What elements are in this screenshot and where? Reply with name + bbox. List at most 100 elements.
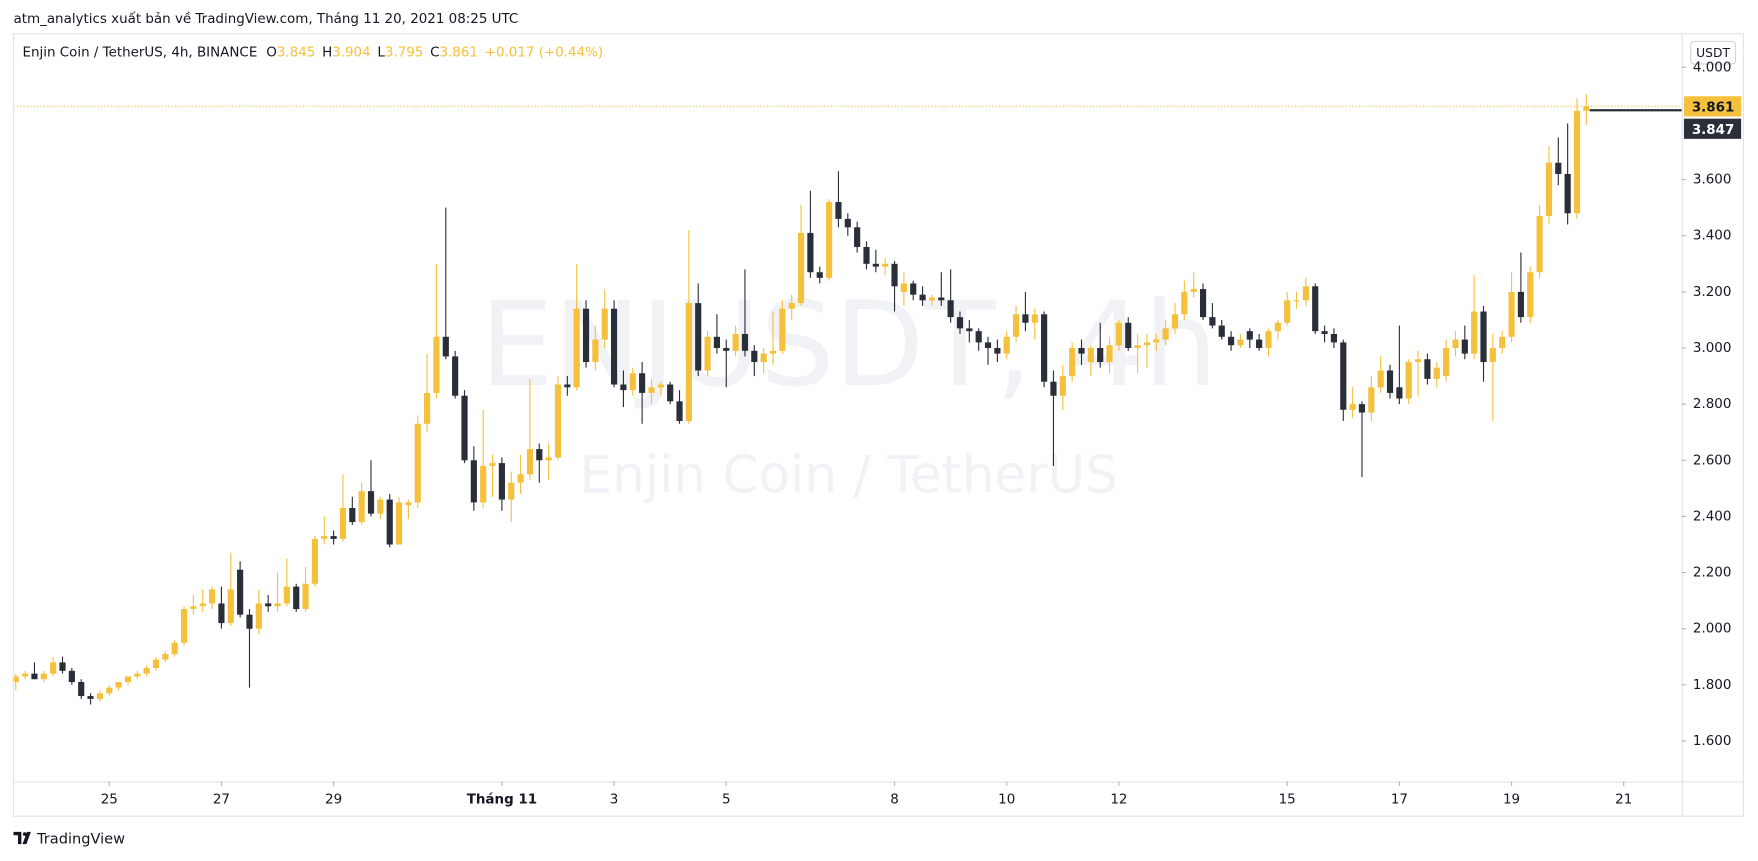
candle-body bbox=[872, 263, 879, 267]
candle-body bbox=[975, 331, 982, 343]
y-tick-label: 1.800 bbox=[1693, 678, 1731, 693]
candle-body bbox=[564, 384, 571, 388]
candle-body bbox=[1499, 336, 1506, 349]
candle-body bbox=[592, 339, 599, 363]
candle-body bbox=[1237, 339, 1244, 346]
candle-body bbox=[826, 202, 833, 278]
candle-body bbox=[1274, 322, 1281, 332]
candle-body bbox=[545, 457, 552, 461]
x-tick-label: 25 bbox=[101, 792, 118, 807]
footer-logo: TradingView bbox=[13, 831, 125, 848]
candle-body bbox=[1330, 333, 1338, 343]
candle-body bbox=[152, 659, 160, 669]
candle-body bbox=[96, 693, 103, 699]
legend-ohlc-value: 3.795 bbox=[385, 46, 423, 61]
candle-body bbox=[1349, 404, 1356, 410]
candle-body bbox=[1424, 359, 1431, 379]
candle-body bbox=[302, 583, 309, 610]
candle-body bbox=[994, 348, 1001, 354]
watermark-name: Enjin Coin / TetherUS bbox=[580, 446, 1118, 506]
candle-body bbox=[498, 463, 505, 500]
candle-body bbox=[330, 536, 337, 539]
candle-body bbox=[1583, 106, 1590, 111]
legend-ohlc-key: H bbox=[322, 46, 332, 61]
candle-body bbox=[1031, 314, 1038, 323]
price-line-label: 3.847 bbox=[1692, 123, 1735, 138]
y-tick-label: 3.000 bbox=[1693, 341, 1731, 356]
candle-body bbox=[1106, 345, 1113, 363]
candle-body bbox=[1433, 367, 1440, 379]
y-tick-label: 2.400 bbox=[1693, 509, 1731, 524]
candle-body bbox=[854, 227, 861, 247]
y-tick-label: 3.200 bbox=[1693, 285, 1731, 300]
candle-body bbox=[816, 272, 823, 278]
candle-body bbox=[489, 463, 496, 466]
candle-body bbox=[395, 502, 403, 545]
candle-body bbox=[452, 356, 459, 396]
x-tick-label: 5 bbox=[722, 792, 731, 807]
candle-body bbox=[180, 609, 188, 643]
legend-change: +0.017 (+0.44%) bbox=[485, 46, 603, 61]
candle-body bbox=[844, 218, 851, 228]
candle-body bbox=[31, 673, 38, 680]
candle-body bbox=[22, 673, 29, 677]
last-price-label: 3.861 bbox=[1692, 100, 1735, 115]
candle-body bbox=[1302, 286, 1309, 301]
candle-body bbox=[405, 502, 412, 506]
y-tick-label: 2.600 bbox=[1693, 453, 1731, 468]
candle-body bbox=[1414, 359, 1422, 363]
candle-body bbox=[1078, 348, 1085, 354]
candle-body bbox=[751, 350, 758, 363]
candle-body bbox=[1293, 300, 1300, 302]
candle-body bbox=[667, 384, 674, 402]
candle-body bbox=[657, 384, 664, 388]
currency-label[interactable]: USDT bbox=[1696, 46, 1730, 60]
y-tick-label: 2.200 bbox=[1693, 566, 1731, 581]
candle-body bbox=[134, 673, 141, 677]
candle-body bbox=[1536, 216, 1543, 273]
legend-line: Enjin Coin / TetherUS, 4h, BINANCE O3.845… bbox=[22, 46, 603, 61]
candle-body bbox=[601, 308, 608, 340]
candle-body bbox=[629, 373, 636, 391]
candle-body bbox=[639, 373, 646, 393]
legend-ohlc-value: 3.861 bbox=[439, 46, 477, 61]
y-tick-label: 2.000 bbox=[1693, 622, 1731, 637]
candle-body bbox=[797, 232, 805, 304]
candle-body bbox=[424, 392, 431, 424]
candle-body bbox=[863, 246, 870, 264]
candle-body bbox=[1012, 314, 1020, 337]
candle-body bbox=[1284, 300, 1291, 323]
candle-body bbox=[265, 603, 272, 607]
candle-body bbox=[713, 336, 720, 349]
candle-body bbox=[377, 499, 384, 514]
candle-body bbox=[1405, 362, 1412, 399]
candle-body bbox=[648, 387, 655, 393]
candle-body bbox=[1461, 339, 1468, 354]
candle-body bbox=[938, 297, 945, 301]
candle-body bbox=[554, 384, 562, 458]
candle-body bbox=[788, 303, 795, 309]
candle-body bbox=[573, 308, 580, 388]
candle-body bbox=[1069, 348, 1076, 377]
candle-body bbox=[227, 589, 234, 624]
last-price-tag bbox=[1683, 96, 1742, 117]
frame bbox=[12, 33, 1744, 817]
candle-body bbox=[1396, 387, 1403, 399]
candle-body bbox=[526, 449, 534, 475]
y-tick-label: 3.400 bbox=[1693, 229, 1731, 244]
candle-body bbox=[208, 589, 216, 604]
x-tick-label: Tháng 11 bbox=[467, 791, 537, 807]
candle-body bbox=[1134, 345, 1141, 349]
currency-button[interactable] bbox=[1690, 40, 1737, 65]
candle-body bbox=[741, 333, 749, 351]
legend: Enjin Coin / TetherUS, 4h, BINANCE O3.845… bbox=[22, 46, 603, 61]
y-tick-label: 2.800 bbox=[1693, 397, 1731, 412]
x-tick-label: 10 bbox=[998, 792, 1015, 807]
candle-body bbox=[1022, 314, 1029, 323]
publisher-line: atm_analytics xuất bản về TradingView.co… bbox=[14, 10, 519, 27]
candle-body bbox=[283, 586, 290, 604]
candle-body bbox=[919, 294, 926, 301]
candle-body bbox=[835, 202, 842, 219]
candle-body bbox=[956, 317, 964, 329]
